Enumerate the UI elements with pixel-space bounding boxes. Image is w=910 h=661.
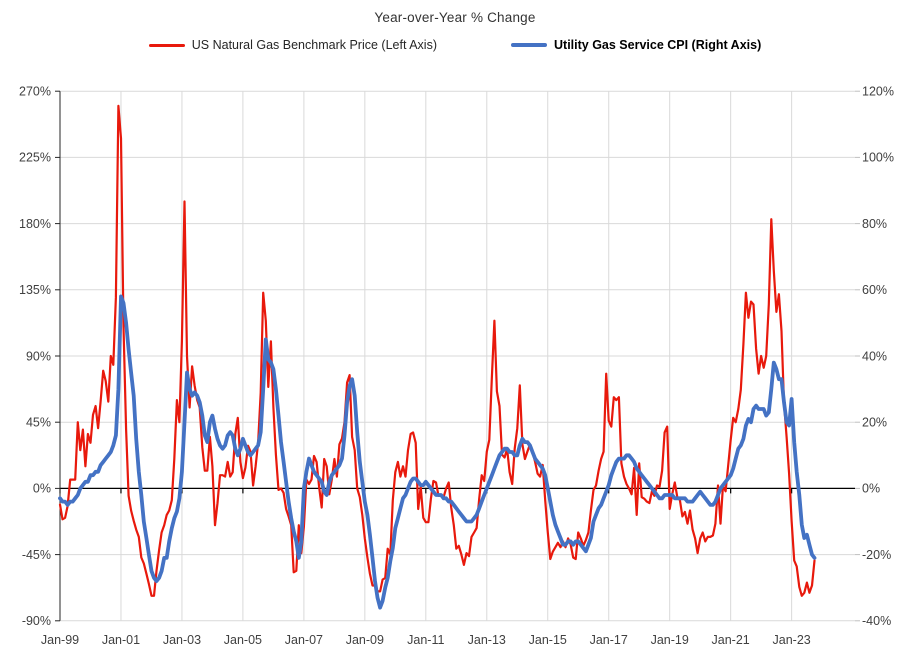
gas-price-series-line: [58, 104, 816, 597]
legend-label-cpi: Utility Gas Service CPI (Right Axis): [554, 38, 762, 52]
x-axis-tick: Jan-15: [529, 633, 567, 647]
x-axis-tick: Jan-23: [773, 633, 811, 647]
right-axis-tick: 120%: [862, 85, 894, 99]
x-axis-tick: Jan-05: [224, 633, 262, 647]
left-axis-tick: 135%: [19, 283, 51, 297]
x-axis-tick: Jan-17: [590, 633, 628, 647]
right-axis-tick: 0%: [862, 482, 880, 496]
legend-item-cpi: Utility Gas Service CPI (Right Axis): [511, 38, 761, 52]
x-axis-tick: Jan-03: [163, 633, 201, 647]
x-axis-tick: Jan-19: [651, 633, 689, 647]
legend-item-gas-price: US Natural Gas Benchmark Price (Left Axi…: [148, 38, 437, 52]
left-axis-tick: 0%: [33, 482, 51, 496]
right-axis-tick: -20%: [862, 548, 891, 562]
right-axis-tick: -40%: [862, 614, 891, 628]
x-axis-tick: Jan-99: [41, 633, 79, 647]
cpi-series-line: [58, 294, 817, 610]
right-axis-tick: 100%: [862, 151, 894, 165]
left-axis-tick: 270%: [19, 85, 51, 99]
right-axis-line: [855, 90, 860, 622]
x-axis-tick: Jan-11: [407, 633, 444, 647]
right-axis-tick: 60%: [862, 283, 887, 297]
x-axis-tick: Jan-09: [346, 633, 384, 647]
right-axis-tick: 80%: [862, 217, 887, 231]
gas-price-line-swatch: [148, 43, 185, 47]
right-axis-tick: 40%: [862, 349, 887, 363]
left-axis-tick: 180%: [19, 217, 51, 231]
left-axis-tick: 45%: [26, 416, 51, 430]
x-axis-tick: Jan-13: [468, 633, 506, 647]
x-axis-tick: Jan-07: [285, 633, 323, 647]
chart-title: Year-over-Year % Change: [374, 10, 536, 25]
left-axis-tick: -45%: [22, 548, 51, 562]
cpi-line-swatch: [511, 42, 547, 48]
right-axis-tick: 20%: [862, 416, 887, 430]
left-axis-tick: 90%: [26, 349, 51, 363]
chart-legend: US Natural Gas Benchmark Price (Left Axi…: [0, 38, 910, 52]
left-axis-tick: 225%: [19, 151, 51, 165]
gridlines: [59, 90, 855, 622]
legend-label-gas-price: US Natural Gas Benchmark Price (Left Axi…: [191, 38, 437, 52]
x-axis-tick: Jan-01: [102, 633, 140, 647]
axis-tick-labels: 270% 225% 180% 135% 90% 45% 0% -45% -90% 120% 100%…: [19, 85, 894, 648]
left-axis-tick: -90%: [22, 614, 51, 628]
x-axis-tick: Jan-21: [712, 633, 750, 647]
left-axis-line: [55, 90, 61, 622]
